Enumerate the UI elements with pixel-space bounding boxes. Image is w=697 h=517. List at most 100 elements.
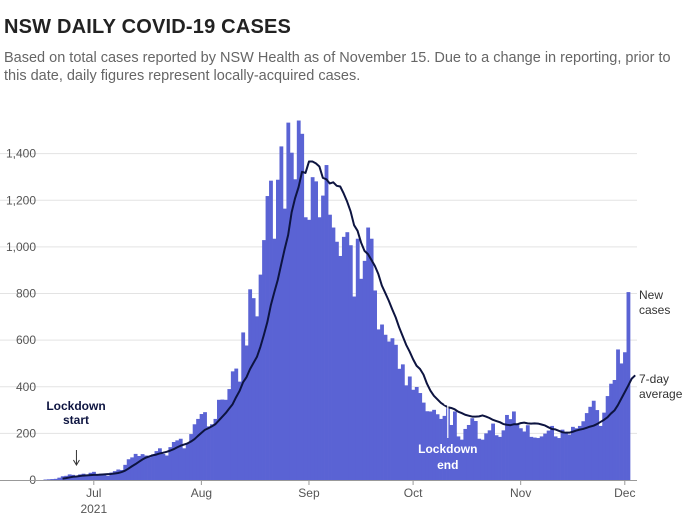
bar — [428, 411, 433, 480]
bar — [584, 413, 589, 480]
bar — [213, 418, 218, 480]
x-tick-label: Jul — [86, 486, 101, 500]
bar — [387, 341, 391, 480]
bar — [355, 238, 360, 480]
bar — [518, 428, 523, 480]
bar — [293, 179, 298, 480]
bar — [248, 289, 253, 480]
bar — [116, 469, 121, 480]
bar — [57, 477, 62, 480]
bar — [598, 425, 603, 480]
bar — [192, 424, 197, 480]
average-line — [62, 160, 636, 480]
bar — [411, 389, 416, 480]
bar — [234, 368, 239, 480]
bar — [366, 227, 371, 480]
bar — [78, 474, 82, 480]
bar — [581, 421, 586, 480]
bar — [484, 433, 489, 481]
average-label: average — [639, 387, 683, 401]
bar — [456, 436, 461, 480]
bar — [279, 146, 284, 480]
bar — [255, 316, 259, 480]
bar — [623, 352, 627, 480]
bar — [50, 479, 55, 480]
bar — [314, 181, 318, 480]
bar — [536, 438, 541, 480]
bar — [588, 406, 593, 480]
x-tick-label: Sep — [298, 486, 320, 500]
bar — [227, 389, 232, 480]
lockdown-start-arrowhead — [73, 459, 80, 466]
bar — [414, 386, 419, 480]
x-tick-label: Aug — [191, 486, 212, 500]
bar — [498, 436, 502, 480]
bar — [282, 208, 287, 480]
bar — [432, 409, 436, 480]
chart-subtitle: Based on total cases reported by NSW Hea… — [4, 50, 671, 84]
x-axis-ticks: Jul 2021 Aug Sep Oct Nov Dec — [80, 480, 635, 516]
x-tick-label: Oct — [404, 486, 423, 500]
bar — [466, 424, 471, 480]
bar — [439, 418, 443, 480]
bar — [619, 363, 624, 480]
bar — [81, 473, 86, 480]
bar — [449, 424, 454, 480]
bar — [217, 399, 221, 480]
bar — [380, 324, 384, 480]
bar — [171, 442, 176, 480]
bar — [400, 364, 405, 480]
bar — [477, 438, 482, 480]
bar — [512, 411, 516, 480]
bar — [557, 438, 561, 480]
new-cases-bars — [43, 120, 631, 481]
bar — [421, 402, 426, 480]
bar — [463, 428, 468, 480]
bar — [244, 345, 249, 480]
lockdown-start-label: start — [63, 413, 89, 427]
bar — [567, 434, 572, 480]
bar — [602, 412, 607, 480]
bar — [390, 338, 395, 480]
bar — [459, 439, 464, 480]
bar — [369, 238, 374, 480]
bar — [258, 274, 263, 480]
bar — [331, 227, 336, 480]
bar — [591, 400, 596, 480]
bar — [237, 381, 242, 480]
bar — [324, 165, 329, 481]
bar — [612, 379, 617, 480]
bar — [473, 421, 478, 480]
bar — [425, 411, 430, 480]
bar — [154, 451, 159, 480]
bar — [550, 425, 554, 480]
lockdown-end-arrowhead — [444, 398, 452, 406]
bar — [453, 411, 457, 480]
bar — [307, 219, 312, 480]
bar — [189, 434, 194, 480]
bar — [577, 425, 582, 480]
bar — [338, 255, 343, 480]
bar — [185, 443, 190, 480]
bar — [251, 298, 256, 480]
bar — [241, 332, 246, 480]
bar — [446, 408, 450, 480]
lockdown-end-label: Lockdown — [418, 442, 477, 456]
bar — [480, 439, 485, 480]
bar — [102, 474, 107, 480]
bar — [85, 475, 89, 480]
x-tick-label: Dec — [614, 486, 635, 500]
bar — [123, 464, 128, 480]
bar — [553, 436, 558, 480]
bar — [140, 454, 145, 480]
bar — [505, 414, 509, 480]
bar — [491, 423, 495, 480]
bar — [418, 393, 423, 480]
bar — [296, 120, 301, 481]
bar — [289, 152, 294, 480]
bar — [158, 448, 162, 480]
bar — [435, 414, 440, 480]
bar — [348, 245, 353, 480]
bar — [109, 472, 114, 480]
